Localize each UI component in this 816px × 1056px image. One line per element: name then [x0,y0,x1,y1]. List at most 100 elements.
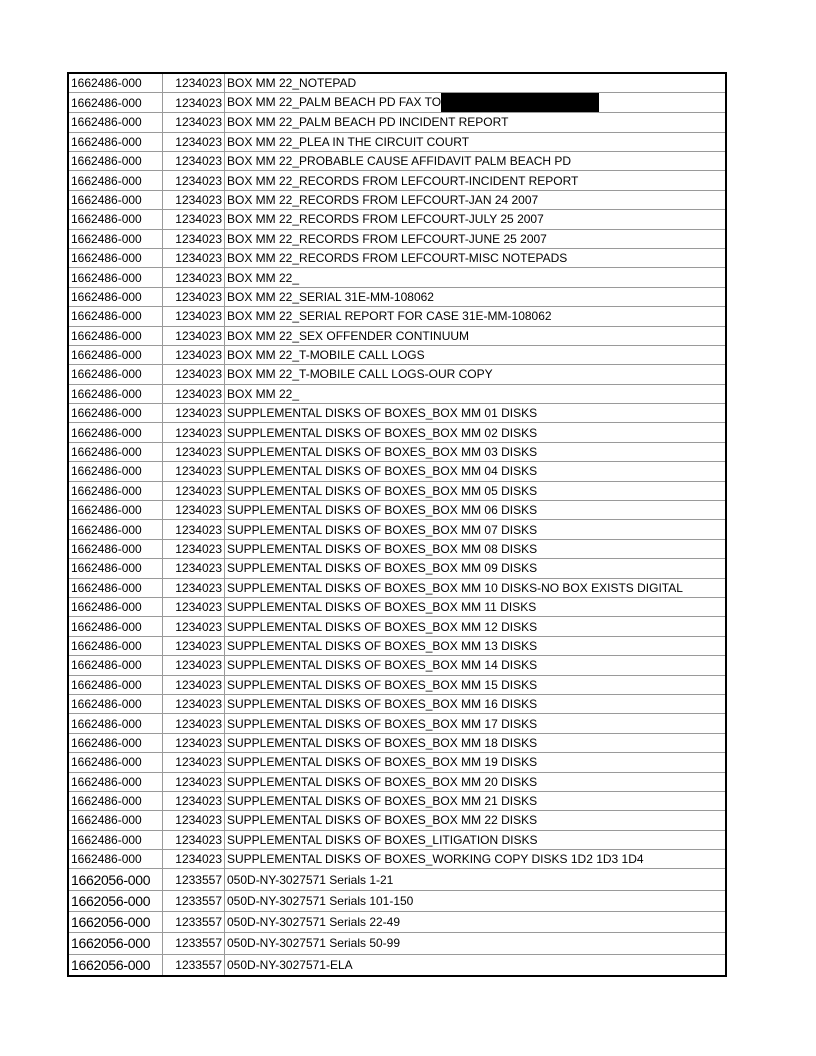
description-cell: SUPPLEMENTAL DISKS OF BOXES_BOX MM 02 DI… [224,422,727,443]
description-cell-text: BOX MM 22_ [227,386,300,401]
serial-id-cell-text: 1234023 [175,619,222,634]
description-cell-text: SUPPLEMENTAL DISKS OF BOXES_BOX MM 11 DI… [227,600,537,615]
table-row: 1662486-000 1234023 SUPPLEMENTAL DISKS OF … [67,713,727,734]
serial-id-cell-text: 1234023 [175,832,222,847]
description-cell-text: BOX MM 22_SERIAL REPORT FOR CASE 31E-MM-… [227,309,552,324]
table-row: 1662486-000 1234023 SUPPLEMENTAL DISKS OF … [67,616,727,637]
table-row: 1662486-000 1234023 SUPPLEMENTAL DISKS OF … [67,849,727,870]
table-row: 1662056-000 1233557 050D-NY-3027571 Serial… [67,889,727,913]
file-number-cell-text: 1662486-000 [71,522,142,537]
serial-id-cell: 1234023 [162,849,225,870]
file-number-cell-text: 1662486-000 [71,774,142,789]
serial-id-cell-text: 1233557 [175,915,222,930]
description-cell-text: BOX MM 22_RECORDS FROM LEFCOURT-INCIDENT… [227,173,579,188]
serial-id-cell: 1234023 [162,616,225,637]
file-number-cell: 1662486-000 [67,228,163,249]
table-row: 1662486-000 1234023 SUPPLEMENTAL DISKS OF … [67,790,727,812]
serial-id-cell-text: 1234023 [175,852,222,867]
description-cell: SUPPLEMENTAL DISKS OF BOXES_BOX MM 20 DI… [224,771,727,792]
file-number-cell: 1662486-000 [67,616,163,637]
description-cell-text: BOX MM 22_RECORDS FROM LEFCOURT-JULY 25 … [227,212,544,227]
serial-id-cell: 1234023 [162,422,225,443]
description-cell-text: SUPPLEMENTAL DISKS OF BOXES_WORKING COPY… [227,852,644,867]
description-cell: BOX MM 22_RECORDS FROM LEFCOURT-JULY 25 … [224,209,727,230]
file-number-cell: 1662056-000 [67,889,163,913]
table-row: 1662486-000 1234023 SUPPLEMENTAL DISKS OF … [67,422,727,443]
description-cell: SUPPLEMENTAL DISKS OF BOXES_BOX MM 01 DI… [224,403,727,424]
description-cell-text: SUPPLEMENTAL DISKS OF BOXES_LITIGATION D… [227,832,538,847]
description-cell: 050D-NY-3027571 Serials 1-21 [224,868,727,891]
serial-id-cell-text: 1234023 [175,367,222,382]
serial-id-cell-text: 1234023 [175,464,222,479]
description-cell: BOX MM 22_RECORDS FROM LEFCOURT-MISC NOT… [224,247,727,269]
description-cell-text: SUPPLEMENTAL DISKS OF BOXES_BOX MM 05 DI… [227,483,538,498]
serial-id-cell: 1234023 [162,189,225,211]
table-row: 1662486-000 1234023 SUPPLEMENTAL DISKS OF … [67,558,727,579]
serial-id-cell: 1234023 [162,829,225,851]
serial-id-cell: 1234023 [162,500,225,521]
file-number-cell-text: 1662486-000 [71,386,142,401]
serial-id-cell: 1233557 [162,953,225,977]
file-number-cell: 1662486-000 [67,849,163,870]
description-cell-text: SUPPLEMENTAL DISKS OF BOXES_BOX MM 06 DI… [227,503,538,518]
description-cell-text: SUPPLEMENTAL DISKS OF BOXES_BOX MM 14 DI… [227,658,538,673]
file-number-cell: 1662486-000 [67,790,163,812]
description-cell: 050D-NY-3027571 Serials 22-49 [224,911,727,934]
serial-id-cell-text: 1234023 [175,425,222,440]
serial-id-cell-text: 1234023 [175,522,222,537]
file-number-cell: 1662056-000 [67,868,163,891]
table-row: 1662486-000 1234023 SUPPLEMENTAL DISKS OF … [67,480,727,502]
description-cell: SUPPLEMENTAL DISKS OF BOXES_BOX MM 06 DI… [224,500,727,521]
serial-id-cell-text: 1234023 [175,348,222,363]
serial-id-cell-text: 1234023 [175,406,222,421]
description-cell-text: SUPPLEMENTAL DISKS OF BOXES_BOX MM 10 DI… [227,580,683,595]
file-number-cell: 1662486-000 [67,403,163,424]
serial-id-cell: 1234023 [162,693,225,715]
file-number-cell-text: 1662486-000 [71,813,142,828]
description-cell: SUPPLEMENTAL DISKS OF BOXES_WORKING COPY… [224,849,727,870]
serial-id-cell-text: 1234023 [175,289,222,304]
description-cell: BOX MM 22_SERIAL 31E-MM-108062 [224,286,727,308]
table-row: 1662486-000 1234023 BOX MM 22_T-MOBILE CAL… [67,364,727,385]
table-row: 1662486-000 1234023 SUPPLEMENTAL DISKS OF … [67,500,727,521]
description-cell-text: SUPPLEMENTAL DISKS OF BOXES_BOX MM 19 DI… [227,755,538,770]
file-number-cell-text: 1662486-000 [71,231,142,246]
table-row: 1662486-000 1234023 BOX MM 22_PALM BEACH P… [67,112,727,133]
serial-id-cell: 1234023 [162,635,225,657]
file-number-cell-text: 1662486-000 [71,542,142,556]
file-number-cell: 1662486-000 [67,519,163,540]
description-cell-text: SUPPLEMENTAL DISKS OF BOXES_BOX MM 16 DI… [227,697,538,712]
serial-id-cell: 1234023 [162,596,225,618]
table-row: 1662486-000 1234023 BOX MM 22_SERIAL REPOR… [67,306,727,327]
table-row: 1662486-000 1234023 SUPPLEMENTAL DISKS OF … [67,829,727,851]
file-number-cell: 1662056-000 [67,953,163,977]
file-number-cell-text: 1662486-000 [71,600,142,615]
serial-id-cell-text: 1234023 [175,251,222,266]
description-cell-text: 050D-NY-3027571 Serials 1-21 [227,872,394,887]
serial-id-cell: 1234023 [162,403,225,424]
description-cell: SUPPLEMENTAL DISKS OF BOXES_BOX MM 17 DI… [224,713,727,734]
file-number-cell-text: 1662486-000 [71,134,142,149]
description-cell-text: 050D-NY-3027571-ELA [227,957,353,972]
file-number-cell: 1662486-000 [67,810,163,831]
table-row: 1662486-000 1234023 SUPPLEMENTAL DISKS OF … [67,519,727,540]
table-row: 1662056-000 1233557 050D-NY-3027571 Serial… [67,911,727,934]
table-row: 1662486-000 1234023 SUPPLEMENTAL DISKS OF … [67,732,727,754]
table-row: 1662486-000 1234023 BOX MM 22_ [67,267,727,288]
file-number-cell: 1662486-000 [67,72,163,94]
table-row: 1662486-000 1234023 SUPPLEMENTAL DISKS OF … [67,674,727,695]
description-cell: 050D-NY-3027571-ELA [224,953,727,977]
table-row: 1662486-000 1234023 SUPPLEMENTAL DISKS OF … [67,810,727,831]
file-number-cell: 1662056-000 [67,911,163,934]
file-number-cell-text: 1662486-000 [71,716,142,731]
file-number-cell-text: 1662486-000 [71,483,142,498]
file-number-cell-text: 1662486-000 [71,561,142,576]
file-number-cell: 1662486-000 [67,189,163,211]
serial-id-cell: 1234023 [162,441,225,463]
serial-id-cell-text: 1234023 [175,638,222,653]
file-number-cell-text: 1662486-000 [71,697,142,712]
table-row: 1662486-000 1234023 BOX MM 22_RECORDS FROM… [67,170,727,191]
serial-id-cell: 1234023 [162,228,225,249]
description-cell: BOX MM 22_ [224,267,727,288]
description-cell: SUPPLEMENTAL DISKS OF BOXES_BOX MM 12 DI… [224,616,727,637]
